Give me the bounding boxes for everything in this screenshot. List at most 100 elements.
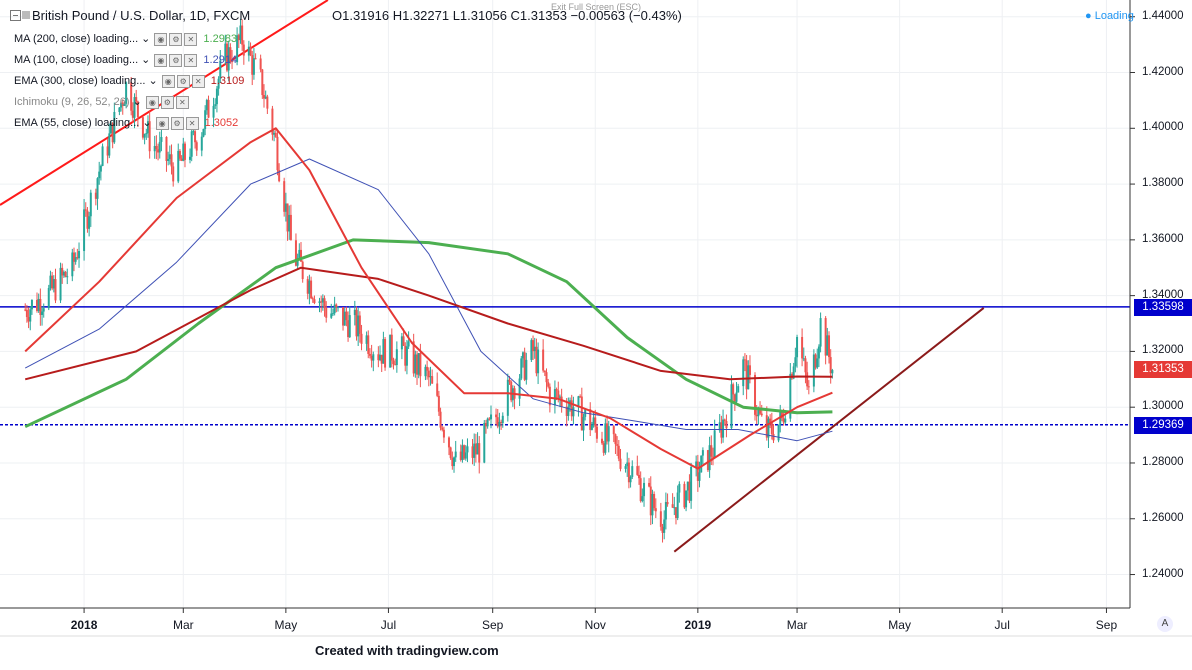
candle-body bbox=[333, 304, 336, 314]
settings-icon[interactable]: ⚙ bbox=[169, 53, 183, 67]
eye-icon[interactable]: ◉ bbox=[145, 95, 159, 109]
candle-body bbox=[663, 519, 666, 533]
candle-body bbox=[320, 301, 323, 303]
eye-icon[interactable]: ◉ bbox=[154, 53, 168, 67]
indicator-row[interactable]: MA (100, close) loading... ⌄ ◉ ⚙ ✕ 1.2914 bbox=[14, 53, 237, 69]
y-tick-label: 1.28000 bbox=[1142, 455, 1184, 468]
candle-body bbox=[748, 365, 751, 375]
candle-body bbox=[757, 409, 760, 417]
candle-body bbox=[796, 336, 799, 358]
indicator-line bbox=[24, 158, 833, 442]
chevron-down-icon[interactable]: ⌄ bbox=[138, 33, 151, 45]
close-icon[interactable]: ✕ bbox=[175, 95, 189, 109]
settings-icon[interactable]: ⚙ bbox=[176, 74, 190, 88]
candle-body bbox=[436, 383, 439, 396]
candle-body bbox=[365, 335, 368, 344]
candle-body bbox=[520, 358, 523, 379]
chevron-down-icon[interactable]: ⌄ bbox=[129, 96, 142, 108]
indicator-label[interactable]: Ichimoku (9, 26, 52, 26) bbox=[14, 96, 130, 108]
candle-body bbox=[614, 434, 617, 445]
candle-body bbox=[360, 333, 363, 344]
symbol-title[interactable]: British Pound / U.S. Dollar, 1D, FXCM bbox=[32, 8, 251, 23]
close-icon[interactable]: ✕ bbox=[185, 116, 199, 130]
candle-body bbox=[732, 384, 735, 395]
candle-body bbox=[121, 102, 124, 106]
chevron-down-icon[interactable]: ⌄ bbox=[139, 117, 152, 129]
candle-body bbox=[217, 78, 220, 89]
indicator-row[interactable]: Ichimoku (9, 26, 52, 26) ⌄ ◉ ⚙ ✕ bbox=[14, 95, 191, 111]
candle-body bbox=[501, 415, 504, 424]
close-icon[interactable]: ✕ bbox=[191, 74, 205, 88]
x-tick-label: Nov bbox=[584, 618, 606, 632]
candle-body bbox=[453, 457, 456, 467]
candle-body bbox=[78, 251, 81, 259]
indicator-label[interactable]: MA (100, close) loading... bbox=[14, 54, 139, 66]
candle-body bbox=[417, 353, 420, 375]
eye-icon[interactable]: ◉ bbox=[155, 116, 169, 130]
settings-icon[interactable]: ⚙ bbox=[170, 116, 184, 130]
candle-body bbox=[310, 280, 313, 299]
candle-body bbox=[195, 142, 198, 151]
x-tick-label: Sep bbox=[1095, 618, 1118, 632]
candle-body bbox=[263, 95, 266, 99]
candle-body bbox=[178, 150, 181, 159]
candle-body bbox=[357, 315, 360, 337]
candle-body bbox=[143, 133, 146, 138]
candle-body bbox=[567, 406, 570, 416]
candle-body bbox=[755, 414, 758, 417]
candle-body bbox=[737, 386, 740, 393]
chevron-down-icon[interactable]: ⌄ bbox=[138, 54, 151, 66]
candle-body bbox=[72, 252, 75, 262]
close-icon[interactable]: ✕ bbox=[184, 32, 198, 46]
indicator-buttons: ◉ ⚙ ✕ bbox=[161, 74, 207, 88]
candle-body bbox=[476, 443, 479, 455]
y-tick-label: 1.24000 bbox=[1142, 567, 1184, 580]
candle-body bbox=[25, 309, 28, 318]
candle-body bbox=[273, 132, 276, 135]
settings-icon[interactable]: ⚙ bbox=[160, 95, 174, 109]
indicator-label[interactable]: EMA (55, close) loading... bbox=[14, 117, 140, 129]
indicator-row[interactable]: EMA (300, close) loading... ⌄ ◉ ⚙ ✕ 1.3109 bbox=[14, 74, 244, 90]
indicator-label[interactable]: EMA (300, close) loading... bbox=[14, 75, 146, 87]
x-tick-label: Mar bbox=[786, 618, 808, 632]
x-tick-label: 2019 bbox=[684, 618, 712, 632]
candle-body bbox=[325, 307, 328, 318]
candle-body bbox=[251, 55, 254, 75]
candle-body bbox=[239, 25, 242, 41]
indicator-row[interactable]: EMA (55, close) loading... ⌄ ◉ ⚙ ✕ 1.3052 bbox=[14, 116, 238, 132]
loading-status: ● Loading bbox=[1085, 10, 1134, 22]
candle-body bbox=[274, 132, 277, 137]
x-tick-label: Jul bbox=[994, 618, 1010, 632]
candle-body bbox=[772, 433, 775, 441]
indicator-value: 1.2983 bbox=[203, 33, 238, 45]
candle-body bbox=[64, 271, 67, 277]
candle-body bbox=[639, 478, 642, 502]
exit-fullscreen-hint[interactable]: Exit Full Screen (ESC) bbox=[551, 2, 642, 12]
candle-body bbox=[607, 426, 610, 442]
collapse-icon[interactable] bbox=[10, 10, 21, 21]
candle-body bbox=[784, 418, 787, 423]
candle-body bbox=[604, 423, 607, 453]
candle-body bbox=[271, 108, 274, 135]
indicator-lines bbox=[24, 127, 833, 470]
indicator-label[interactable]: MA (200, close) loading... bbox=[14, 33, 139, 45]
candle-body bbox=[449, 447, 452, 459]
eye-icon[interactable]: ◉ bbox=[161, 74, 175, 88]
candle-body bbox=[51, 275, 54, 289]
candle-body bbox=[602, 443, 605, 453]
candle-body bbox=[379, 354, 382, 361]
eye-icon[interactable]: ◉ bbox=[154, 32, 168, 46]
candle-body bbox=[579, 396, 582, 398]
candle-body bbox=[214, 104, 217, 106]
candle-body bbox=[318, 301, 321, 304]
chevron-down-icon[interactable]: ⌄ bbox=[145, 75, 158, 87]
close-icon[interactable]: ✕ bbox=[184, 53, 198, 67]
candle-body bbox=[553, 389, 556, 406]
credit-text: Created with tradingview.com bbox=[315, 643, 499, 658]
candle-body bbox=[219, 60, 222, 79]
indicator-row[interactable]: MA (200, close) loading... ⌄ ◉ ⚙ ✕ 1.2983 bbox=[14, 32, 237, 48]
settings-icon[interactable]: ⚙ bbox=[169, 32, 183, 46]
auto-scale-icon[interactable]: A bbox=[1157, 616, 1173, 632]
candle-body bbox=[204, 110, 207, 129]
